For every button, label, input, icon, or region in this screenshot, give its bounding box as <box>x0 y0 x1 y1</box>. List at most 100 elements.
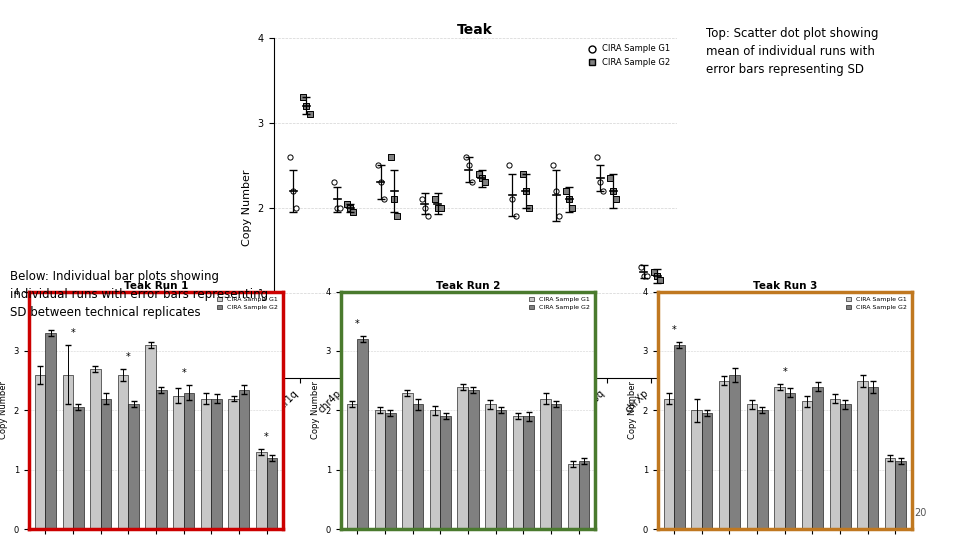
Bar <box>868 387 878 529</box>
Bar <box>146 345 156 529</box>
Point <box>464 178 479 187</box>
Bar <box>579 461 589 529</box>
Point <box>609 195 624 204</box>
Bar <box>885 458 896 529</box>
Text: 20: 20 <box>914 508 926 518</box>
Bar <box>568 464 579 529</box>
Bar <box>458 387 468 529</box>
Bar <box>430 410 441 529</box>
Point <box>595 186 611 195</box>
Bar <box>402 393 413 529</box>
Point <box>427 195 443 204</box>
Bar <box>101 399 111 529</box>
Point <box>383 152 398 161</box>
Point <box>433 204 448 212</box>
Point <box>521 204 537 212</box>
Point <box>548 186 564 195</box>
Bar <box>663 399 674 529</box>
Text: Below: Individual bar plots showing
individual runs with error bars representing: Below: Individual bar plots showing indi… <box>10 270 268 319</box>
Bar <box>90 369 101 529</box>
Point <box>653 276 668 285</box>
Point <box>461 161 476 170</box>
Bar <box>802 402 812 529</box>
Bar <box>173 395 183 529</box>
Point <box>343 204 358 212</box>
Bar <box>485 404 495 529</box>
Title: Teak Run 1: Teak Run 1 <box>124 281 188 291</box>
Bar <box>702 414 712 529</box>
Point <box>390 212 405 221</box>
Text: *: * <box>782 367 787 376</box>
Y-axis label: Copy Number: Copy Number <box>311 381 320 440</box>
Bar <box>523 416 534 529</box>
Point <box>505 195 520 204</box>
Text: *: * <box>181 368 186 379</box>
Point <box>649 272 664 280</box>
Bar <box>256 452 267 529</box>
Point <box>340 199 355 208</box>
Text: *: * <box>71 328 76 338</box>
Point <box>636 272 652 280</box>
Text: Top: Scatter dot plot showing
mean of individual runs with
error bars representi: Top: Scatter dot plot showing mean of in… <box>706 27 878 76</box>
Text: *: * <box>264 432 269 442</box>
Bar <box>468 390 478 529</box>
Point <box>299 102 314 110</box>
Bar <box>211 399 222 529</box>
Point <box>286 186 301 195</box>
Text: *: * <box>126 352 131 362</box>
Bar <box>118 375 129 529</box>
Bar <box>775 387 784 529</box>
Bar <box>730 375 740 529</box>
Point <box>430 204 445 212</box>
Point <box>517 186 533 195</box>
Bar <box>347 404 357 529</box>
Bar <box>513 416 523 529</box>
Bar <box>812 387 823 529</box>
Legend: CIRA Sample G1, CIRA Sample G2: CIRA Sample G1, CIRA Sample G2 <box>215 295 280 312</box>
Point <box>417 204 432 212</box>
Bar <box>385 414 396 529</box>
Point <box>559 186 574 195</box>
Text: *: * <box>355 319 360 329</box>
Point <box>562 195 577 204</box>
Point <box>477 178 492 187</box>
Bar <box>840 404 851 529</box>
Point <box>371 161 386 170</box>
Bar <box>413 404 423 529</box>
Point <box>589 152 605 161</box>
Point <box>289 204 304 212</box>
Point <box>346 208 361 217</box>
Bar <box>896 461 906 529</box>
Point <box>414 195 429 204</box>
Bar <box>45 333 56 529</box>
Bar <box>785 393 795 529</box>
Bar <box>239 390 250 529</box>
Point <box>471 170 487 178</box>
Bar <box>62 375 73 529</box>
Point <box>564 204 580 212</box>
Point <box>282 152 298 161</box>
Point <box>474 174 490 183</box>
X-axis label: Genetic Region: Genetic Region <box>433 424 517 435</box>
Legend: CIRA Sample G1, CIRA Sample G2: CIRA Sample G1, CIRA Sample G2 <box>844 295 909 312</box>
Point <box>420 212 436 221</box>
Point <box>634 263 649 272</box>
Point <box>296 93 311 102</box>
Point <box>376 195 392 204</box>
Point <box>639 272 655 280</box>
Point <box>326 178 342 187</box>
Bar <box>129 404 139 529</box>
Legend: CIRA Sample G1, CIRA Sample G2: CIRA Sample G1, CIRA Sample G2 <box>587 42 673 69</box>
Bar <box>857 381 868 529</box>
Point <box>592 178 608 187</box>
Bar <box>201 399 211 529</box>
Point <box>387 195 402 204</box>
Y-axis label: Copy Number: Copy Number <box>0 381 8 440</box>
Bar <box>495 410 506 529</box>
Bar <box>183 393 194 529</box>
Point <box>515 170 530 178</box>
Point <box>332 204 348 212</box>
Point <box>301 110 317 119</box>
Bar <box>357 339 368 529</box>
Bar <box>691 410 702 529</box>
